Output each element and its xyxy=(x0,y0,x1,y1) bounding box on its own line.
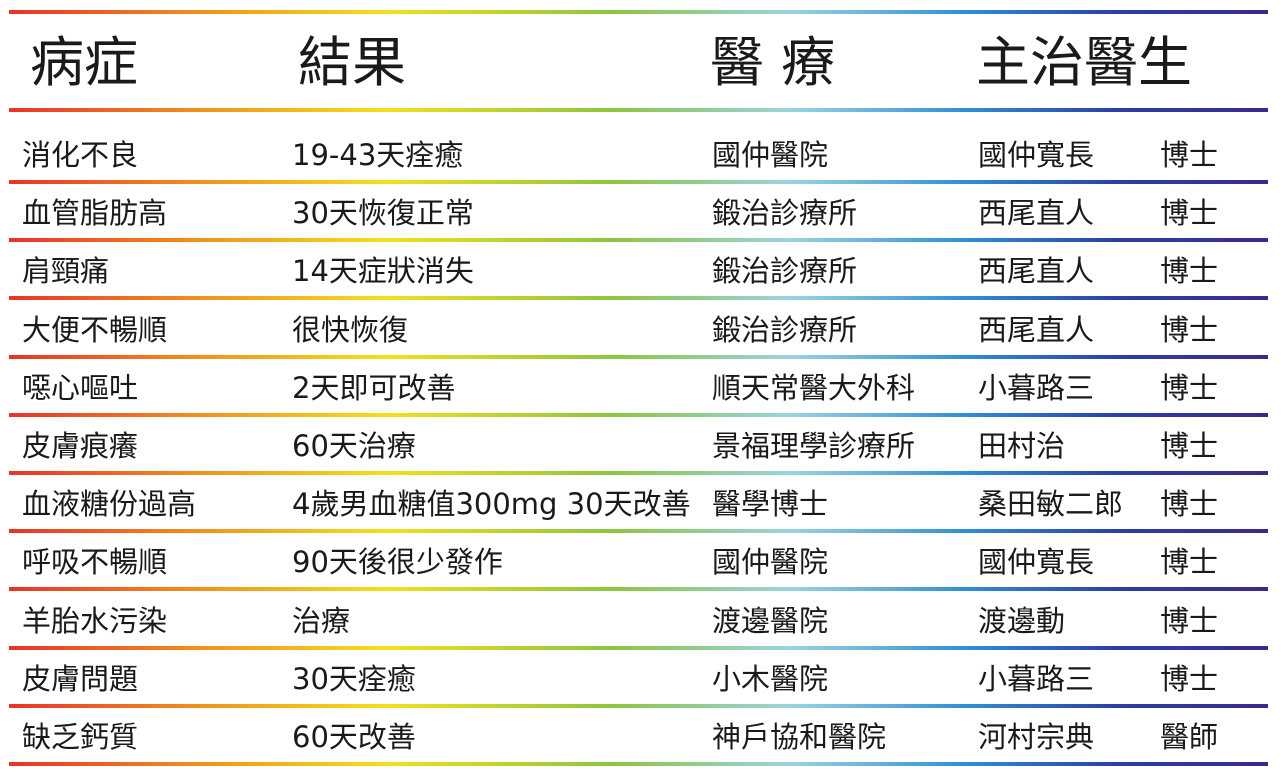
table-row: 皮膚問題 30天痊癒 小木醫院 小暮路三 博士 xyxy=(0,649,1281,707)
row-rainbow-rule xyxy=(9,296,1268,301)
condition-cell: 羊胎水污染 xyxy=(22,603,168,638)
title-cell: 博士 xyxy=(1160,312,1219,347)
condition-cell: 肩頸痛 xyxy=(22,254,110,289)
table-row: 消化不良 19-43天痊癒 國仲醫院 國仲寬長 博士 xyxy=(0,125,1281,183)
result-cell: 90天後很少發作 xyxy=(292,545,503,580)
table-header: 病症 結果 醫 療 主治醫生 xyxy=(0,20,1281,108)
top-rainbow-rule xyxy=(9,10,1268,14)
result-cell: 60天改善 xyxy=(292,720,416,754)
header-condition: 病症 xyxy=(30,31,138,94)
clinic-cell: 景福理學診療所 xyxy=(712,429,916,463)
clinic-cell: 鍛治診療所 xyxy=(712,196,858,231)
doctor-cell: 小暮路三 xyxy=(978,661,1095,696)
result-cell: 30天痊癒 xyxy=(292,661,416,696)
clinic-cell: 國仲醫院 xyxy=(712,138,829,172)
header-result: 結果 xyxy=(298,31,406,94)
row-rainbow-rule xyxy=(9,587,1268,592)
result-cell: 很快恢復 xyxy=(292,312,409,347)
condition-cell: 缺乏鈣質 xyxy=(22,720,139,754)
doctor-cell: 西尾直人 xyxy=(978,312,1095,347)
clinic-cell: 鍛治診療所 xyxy=(712,312,858,347)
table-row: 皮膚痕癢 60天治療 景福理學診療所 田村治 博士 xyxy=(0,416,1281,474)
clinic-cell: 鍛治診療所 xyxy=(712,254,858,289)
clinic-cell: 小木醫院 xyxy=(712,661,829,696)
row-rainbow-rule xyxy=(9,762,1268,766)
clinic-cell: 醫學博士 xyxy=(712,487,829,522)
doctor-cell: 田村治 xyxy=(978,429,1066,463)
title-cell: 醫師 xyxy=(1160,720,1219,754)
title-cell: 博士 xyxy=(1160,487,1219,522)
clinic-cell: 神戶協和醫院 xyxy=(712,720,887,754)
result-cell: 19-43天痊癒 xyxy=(292,138,464,172)
row-rainbow-rule xyxy=(9,180,1268,184)
result-cell: 2天即可改善 xyxy=(292,370,456,405)
row-rainbow-rule xyxy=(9,412,1268,417)
condition-cell: 血管脂肪高 xyxy=(22,196,168,231)
doctor-cell: 西尾直人 xyxy=(978,196,1095,231)
doctor-cell: 國仲寬長 xyxy=(978,138,1095,172)
row-rainbow-rule xyxy=(9,471,1268,475)
title-cell: 博士 xyxy=(1160,545,1219,580)
result-cell: 60天治療 xyxy=(292,429,416,463)
row-rainbow-rule xyxy=(9,645,1268,650)
condition-cell: 皮膚痕癢 xyxy=(22,429,139,463)
condition-cell: 皮膚問題 xyxy=(22,661,139,696)
title-cell: 博士 xyxy=(1160,603,1219,638)
condition-cell: 大便不暢順 xyxy=(22,312,168,347)
clinic-cell: 國仲醫院 xyxy=(712,545,829,580)
doctor-cell: 河村宗典 xyxy=(978,720,1095,754)
condition-cell: 血液糖份過高 xyxy=(22,487,197,522)
table-row: 大便不暢順 很快恢復 鍛治診療所 西尾直人 博士 xyxy=(0,300,1281,358)
header-clinic: 醫 療 xyxy=(710,31,836,94)
title-cell: 博士 xyxy=(1160,661,1219,696)
table-row: 呼吸不暢順 90天後很少發作 國仲醫院 國仲寬長 博士 xyxy=(0,532,1281,590)
doctor-cell: 西尾直人 xyxy=(978,254,1095,289)
result-cell: 30天恢復正常 xyxy=(292,196,474,231)
title-cell: 博士 xyxy=(1160,138,1219,172)
condition-cell: 噁心嘔吐 xyxy=(22,370,139,405)
doctor-cell: 小暮路三 xyxy=(978,370,1095,405)
title-cell: 博士 xyxy=(1160,429,1219,463)
row-rainbow-rule xyxy=(9,703,1268,708)
doctor-cell: 國仲寬長 xyxy=(978,545,1095,580)
doctor-cell: 桑田敏二郎 xyxy=(978,487,1124,522)
condition-cell: 呼吸不暢順 xyxy=(22,545,168,580)
clinic-cell: 渡邊醫院 xyxy=(712,603,829,638)
table-row: 羊胎水污染 治療 渡邊醫院 渡邊動 博士 xyxy=(0,591,1281,649)
row-rainbow-rule xyxy=(9,529,1268,534)
header-doctor: 主治醫生 xyxy=(976,31,1192,94)
table-row: 噁心嘔吐 2天即可改善 順天常醫大外科 小暮路三 博士 xyxy=(0,358,1281,416)
condition-cell: 消化不良 xyxy=(22,138,139,172)
title-cell: 博士 xyxy=(1160,196,1219,231)
result-cell: 4歲男血糖值300mg 30天改善 xyxy=(292,487,691,522)
clinic-cell: 順天常醫大外科 xyxy=(712,370,916,405)
row-rainbow-rule xyxy=(9,354,1268,359)
table-row: 血液糖份過高 4歲男血糖值300mg 30天改善 醫學博士 桑田敏二郎 博士 xyxy=(0,474,1281,532)
table-row: 血管脂肪高 30天恢復正常 鍛治診療所 西尾直人 博士 xyxy=(0,183,1281,241)
result-cell: 14天症狀消失 xyxy=(292,254,474,289)
doctor-cell: 渡邊動 xyxy=(978,603,1066,638)
title-cell: 博士 xyxy=(1160,254,1219,289)
result-cell: 治療 xyxy=(292,603,351,638)
row-rainbow-rule xyxy=(9,238,1268,243)
title-cell: 博士 xyxy=(1160,370,1219,405)
header-rainbow-rule xyxy=(9,108,1268,112)
table-row: 缺乏鈣質 60天改善 神戶協和醫院 河村宗典 醫師 xyxy=(0,707,1281,765)
table-row: 肩頸痛 14天症狀消失 鍛治診療所 西尾直人 博士 xyxy=(0,241,1281,299)
